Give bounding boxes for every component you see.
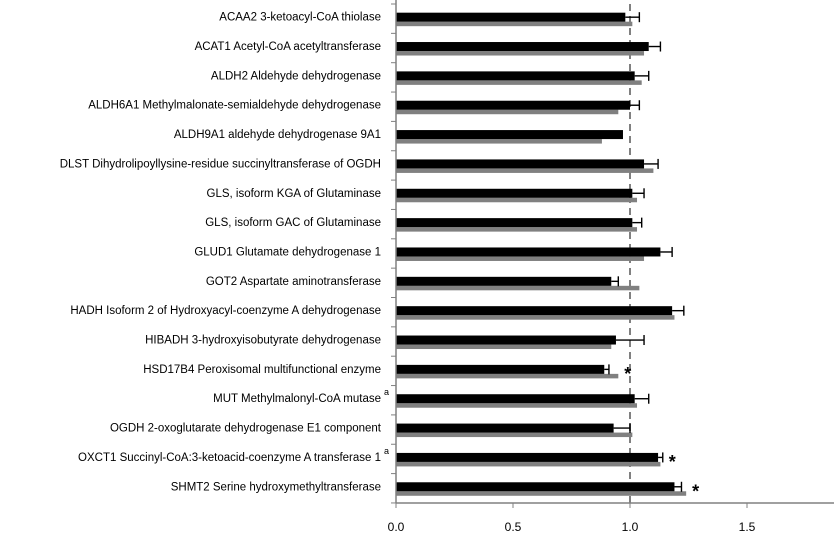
category-label: ALDH6A1 Methylmalonate-semialdehyde dehy… (88, 100, 381, 112)
category-label: ALDH9A1 aldehyde dehydrogenase 9A1 (174, 129, 381, 141)
bar-black (396, 394, 635, 404)
bar-gray (396, 139, 602, 144)
bar-gray (396, 491, 687, 496)
x-tick-label: 0.0 (388, 520, 405, 534)
bar-black (396, 42, 649, 52)
category-label: HSD17B4 Peroxisomal multifunctional enzy… (143, 364, 381, 376)
bar-gray (396, 109, 619, 115)
category-label: GOT2 Aspartate aminotransferase (206, 276, 381, 288)
bar-black (396, 188, 633, 198)
bar-black (396, 364, 605, 374)
category-label: SHMT2 Serine hydroxymethyltransferase (171, 481, 381, 493)
bar-gray (396, 403, 638, 408)
bar-black (396, 71, 635, 81)
bar-gray (396, 80, 642, 85)
category-label: GLUD1 Glutamate dehydrogenase 1 (194, 246, 381, 258)
bar-gray (396, 197, 638, 203)
significance-star: * (624, 364, 631, 384)
bar-gray (396, 373, 619, 379)
x-tick-label: 0.5 (505, 520, 522, 534)
bar-gray (396, 432, 633, 438)
superscript-marker: a (384, 446, 389, 456)
bar-gray (396, 21, 633, 27)
category-label: GLS, isoform KGA of Glutaminase (207, 188, 382, 200)
category-label: OGDH 2-oxoglutarate dehydrogenase E1 com… (110, 423, 382, 435)
bar-black (396, 335, 616, 345)
category-label: OXCT1 Succinyl-CoA:3-ketoacid-coenzyme A… (78, 452, 381, 464)
significance-star: * (669, 452, 676, 472)
bar-black (396, 100, 630, 110)
bar-black (396, 482, 675, 492)
x-tick-label: 1.0 (622, 520, 639, 534)
category-label: HADH Isoform 2 of Hydroxyacyl-coenzyme A… (70, 305, 381, 317)
bar-gray (396, 344, 612, 350)
bar-black (396, 452, 659, 462)
category-label: DLST Dihydrolipoyllysine-residue succiny… (60, 158, 381, 170)
bar-black (396, 423, 614, 433)
bar-black (396, 247, 661, 257)
bar-black (396, 159, 645, 169)
bar-gray (396, 168, 654, 173)
bar-gray (396, 315, 675, 320)
category-label: HIBADH 3-hydroxyisobutyrate dehydrogenas… (145, 335, 381, 347)
superscript-marker: a (384, 387, 389, 397)
bar-black (396, 218, 633, 228)
category-label: MUT Methylmalonyl-CoA mutase (213, 393, 381, 405)
significance-star: * (692, 481, 699, 501)
bar-gray (396, 51, 645, 56)
category-label: GLS, isoform GAC of Glutaminase (205, 217, 381, 229)
bar-gray (396, 256, 645, 261)
bar-black (396, 130, 623, 140)
x-tick-label: 1.5 (739, 520, 756, 534)
bar-black (396, 306, 673, 316)
category-label: ACAT1 Acetyl-CoA acetyltransferase (195, 41, 381, 53)
category-label: ALDH2 Aldehyde dehydrogenase (211, 70, 381, 82)
category-label: ACAA2 3-ketoacyl-CoA thiolase (219, 12, 381, 24)
bar-gray (396, 285, 640, 291)
bar-gray (396, 227, 638, 232)
bar-black (396, 12, 626, 22)
bar-gray (396, 461, 661, 467)
bar-black (396, 276, 612, 286)
